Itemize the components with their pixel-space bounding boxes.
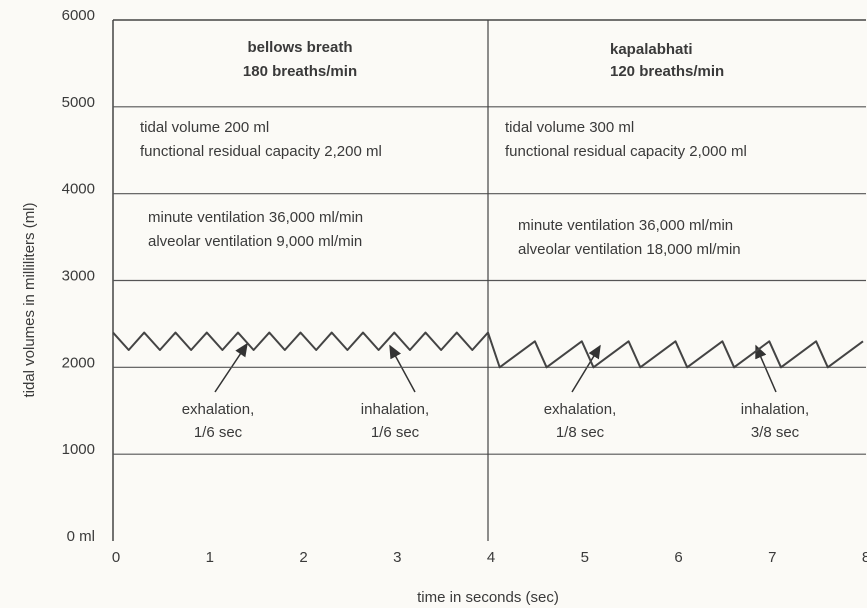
line-series — [112, 331, 864, 369]
annotation: exhalation, — [182, 401, 255, 418]
annotation: functional residual capacity 2,200 ml — [140, 143, 382, 160]
annotation: bellows breath — [247, 39, 352, 56]
x-tick-label: 3 — [393, 549, 401, 566]
annotation: 3/8 sec — [751, 424, 800, 441]
annotation: inhalation, — [361, 401, 429, 418]
arrow — [389, 344, 416, 393]
arrow — [755, 344, 777, 393]
y-axis-label: tidal volumes in milliliters (ml) — [21, 202, 38, 397]
annotation: 180 breaths/min — [243, 63, 357, 80]
y-tick-label: 3000 — [62, 267, 95, 284]
x-tick-label: 1 — [206, 549, 214, 566]
annotation: functional residual capacity 2,000 ml — [505, 143, 747, 160]
annotation: 1/6 sec — [194, 424, 243, 441]
annotation: 1/6 sec — [371, 424, 420, 441]
y-tick-label: 6000 — [62, 7, 95, 24]
x-axis-label: time in seconds (sec) — [417, 589, 559, 606]
x-tick-label: 5 — [581, 549, 589, 566]
y-tick-label: 1000 — [62, 441, 95, 458]
arrows — [214, 342, 777, 393]
annotation: exhalation, — [544, 401, 617, 418]
x-tick-label: 6 — [674, 549, 682, 566]
annotation: 120 breaths/min — [610, 63, 724, 80]
annotation: alveolar ventilation 18,000 ml/min — [518, 241, 741, 258]
x-tick-label: 7 — [768, 549, 776, 566]
arrow — [214, 342, 248, 393]
annotation: tidal volume 300 ml — [505, 119, 634, 136]
x-tick-label: 0 — [112, 549, 120, 566]
x-tick-label: 4 — [487, 549, 495, 566]
annotation: kapalabhati — [610, 41, 693, 58]
annotation: minute ventilation 36,000 ml/min — [518, 217, 733, 234]
annotation: alveolar ventilation 9,000 ml/min — [148, 233, 362, 250]
x-tick-label: 2 — [299, 549, 307, 566]
annotation: 1/8 sec — [556, 424, 605, 441]
y-tick-label: 2000 — [62, 354, 95, 371]
arrow — [571, 344, 601, 393]
annotation: inhalation, — [741, 401, 809, 418]
annotation: minute ventilation 36,000 ml/min — [148, 209, 363, 226]
x-tick-label: 8 — [862, 549, 867, 566]
annotation: tidal volume 200 ml — [140, 119, 269, 136]
y-tick-label: 4000 — [62, 181, 95, 198]
y-tick-label: 5000 — [62, 94, 95, 111]
y-tick-label: 0 ml — [67, 528, 95, 545]
